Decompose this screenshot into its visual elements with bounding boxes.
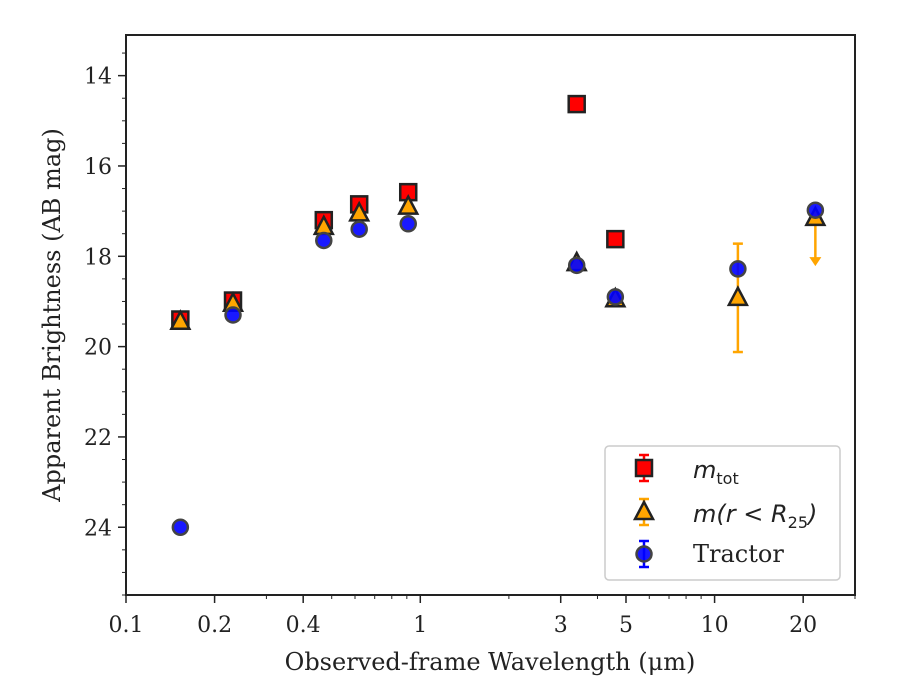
tick-labels: 0.1 0.2 0.4 1 3 5 10 20 14 16 18 20 22 24 xyxy=(84,65,817,638)
legend-label-m-r25: m(r < R25) xyxy=(693,500,817,532)
x-tick-label: 10 xyxy=(701,613,729,638)
plot-frame xyxy=(125,34,856,596)
tractor-point xyxy=(315,231,333,250)
x-tick-label: 0.4 xyxy=(286,613,321,638)
y-tick-label: 20 xyxy=(84,336,112,361)
tractor-point xyxy=(171,518,190,537)
x-axis-label: Observed-frame Wavelength (μm) xyxy=(285,648,696,676)
y-tick-label: 14 xyxy=(84,65,112,90)
legend: mtot m(r < R25) Tractor xyxy=(604,445,841,581)
tractor-point xyxy=(729,260,747,278)
legend-marker-m_tot xyxy=(634,458,654,478)
m_r25-point xyxy=(397,193,420,215)
y-axis-label: Apparent Brightness (AB mag) xyxy=(38,128,66,503)
m_r25-point xyxy=(348,200,371,222)
y-tick-label: 24 xyxy=(84,516,112,541)
tractor-point xyxy=(806,201,825,219)
y-tick-label: 16 xyxy=(84,155,112,180)
x-tick-label: 1 xyxy=(413,613,427,638)
x-tick-label: 0.2 xyxy=(197,613,232,638)
y-tick-label: 18 xyxy=(84,245,112,270)
m_tot-point xyxy=(567,94,586,114)
tractor-point xyxy=(224,306,242,324)
m_r25-limit-arrow xyxy=(809,257,822,267)
legend-box xyxy=(604,445,841,581)
data-points xyxy=(169,94,827,537)
x-tick-label: 0.1 xyxy=(109,613,144,638)
tractor-point xyxy=(606,288,625,306)
legend-label-m-tot: mtot xyxy=(693,456,739,488)
m_r25-point xyxy=(726,285,749,307)
legend-marker-tractor xyxy=(635,545,653,563)
tractor-point xyxy=(399,215,417,233)
tractor-point xyxy=(350,220,368,238)
legend-label-tractor: Tractor xyxy=(693,540,784,568)
m_tot-point xyxy=(606,229,625,249)
y-tick-label: 22 xyxy=(84,426,112,451)
x-tick-label: 20 xyxy=(789,613,817,638)
tractor-point xyxy=(567,256,586,275)
x-tick-label: 3 xyxy=(554,613,568,638)
legend-marker-m_r25 xyxy=(632,499,656,521)
m_r25-point xyxy=(169,309,192,331)
legend-markers xyxy=(632,453,656,569)
x-tick-label: 5 xyxy=(619,613,633,638)
